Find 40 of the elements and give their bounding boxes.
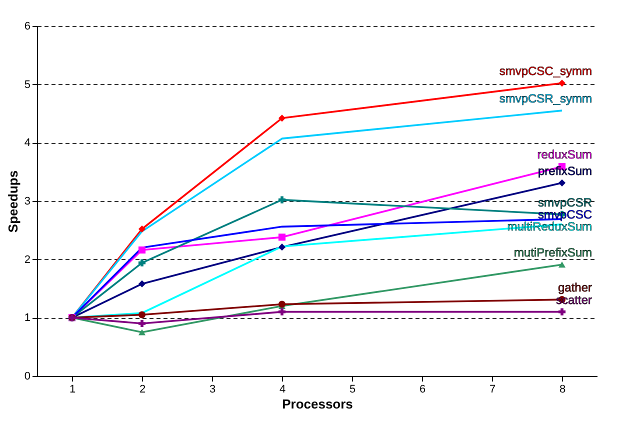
point — [278, 308, 286, 316]
point — [278, 234, 286, 241]
point — [138, 320, 146, 328]
x-tick-label: 8 — [559, 384, 566, 396]
point — [278, 196, 286, 204]
point — [558, 262, 566, 268]
x-tick-label: 4 — [279, 384, 286, 396]
y-tick-label: 3 — [24, 196, 30, 208]
point — [558, 80, 566, 87]
point — [138, 329, 146, 336]
x-axis-title: Processors — [282, 396, 353, 412]
y-tick-label: 0 — [24, 370, 30, 382]
series-label: gather — [558, 280, 592, 295]
y-tick-label: 2 — [24, 254, 30, 266]
x-tick-label: 3 — [209, 384, 216, 396]
series-label: smvpCSR_symm — [499, 92, 592, 106]
point — [138, 246, 146, 254]
y-tick-label: 5 — [24, 78, 30, 91]
point — [138, 311, 146, 318]
x-tick-label: 6 — [419, 384, 426, 396]
y-tick-label: 4 — [24, 137, 30, 150]
y-tick-label: 6 — [24, 20, 30, 32]
series-label: prefixSum — [538, 164, 592, 178]
point — [278, 114, 286, 122]
point — [558, 179, 566, 186]
point — [138, 259, 146, 266]
x-tick-label: 1 — [69, 384, 76, 396]
series-label: mutiPrefixSum — [514, 246, 592, 260]
x-tick-label: 2 — [139, 384, 146, 396]
y-tick-label: 1 — [24, 312, 30, 324]
point — [138, 280, 146, 288]
y-axis-title: Speedups — [5, 170, 20, 233]
x-tick-label: 5 — [349, 384, 356, 396]
point — [278, 244, 286, 251]
x-tick-label: 7 — [489, 384, 496, 396]
series-label: smvpCSR — [538, 195, 592, 210]
series-label: reduxSum — [537, 148, 592, 162]
point — [138, 225, 146, 233]
series-label: smvpCSC_symm — [499, 64, 592, 78]
point — [558, 308, 566, 316]
